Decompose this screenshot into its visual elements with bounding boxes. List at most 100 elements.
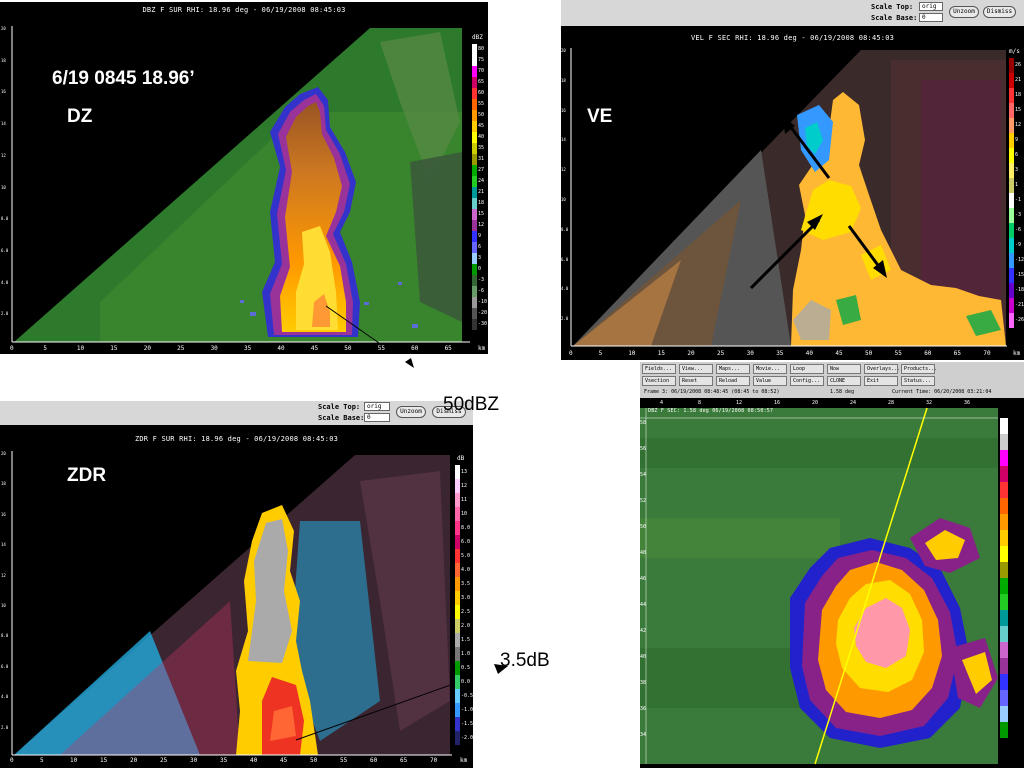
scale-entry: -2.0: [455, 731, 473, 745]
ppi-now-button[interactable]: Now: [827, 364, 861, 374]
scale-label: 0.5: [461, 665, 471, 671]
scale-swatch: [472, 275, 477, 286]
zdr-y-axis: 20 18 16 14 12 10 8.0 6.0 4.0 2.0: [1, 451, 12, 755]
y-tick-label: 16: [561, 107, 566, 113]
scale-entry: 60: [472, 88, 488, 99]
scale-swatch: [455, 577, 460, 591]
x-tick-label: 12: [736, 400, 743, 406]
x-tick-label: 16: [774, 400, 781, 406]
zdr-scale-top-field[interactable]: orig: [364, 402, 390, 411]
scale-label: 3.5: [461, 581, 471, 587]
scale-entry: -26: [1009, 313, 1024, 328]
y-tick-label: 48: [640, 550, 647, 556]
scale-swatch: [1000, 642, 1008, 658]
ppi-products-button[interactable]: Products...: [901, 364, 937, 374]
dz-rhi-image: [11, 26, 470, 354]
ppi-config-button[interactable]: Config...: [790, 376, 824, 386]
ppi-elevation-info: 1.58 deg: [830, 389, 855, 395]
scale-swatch: [472, 286, 477, 297]
ppi-view-button[interactable]: View...: [679, 364, 713, 374]
y-tick-label: 8.0: [1, 633, 9, 639]
scale-label: -3: [478, 277, 485, 283]
scale-entry: 3: [472, 253, 488, 264]
scale-entry: -3: [472, 275, 488, 286]
zdr-dismiss-button[interactable]: Dismiss: [432, 406, 466, 418]
scale-label: -21: [1015, 302, 1024, 308]
scale-entry: 6.0: [455, 535, 473, 549]
y-tick-label: 20: [561, 48, 566, 53]
y-tick-label: 14: [1, 542, 6, 548]
x-tick-label: 0: [10, 757, 14, 764]
scale-swatch: [472, 121, 477, 132]
ppi-movie-button[interactable]: Movie...: [753, 364, 787, 374]
scale-entry: 35: [472, 143, 488, 154]
scale-label: 5.0: [461, 553, 471, 559]
x-tick-label: 65: [444, 345, 452, 352]
ppi-maps-button[interactable]: Maps...: [716, 364, 750, 374]
scale-label: -30: [478, 321, 488, 327]
scale-swatch: [472, 297, 477, 308]
ppi-loop-button[interactable]: Loop: [790, 364, 824, 374]
scale-swatch: [1000, 466, 1008, 482]
zdr-scale-base-field[interactable]: 0: [364, 413, 390, 422]
x-tick-label: 4: [660, 400, 664, 406]
y-tick-label: 34: [640, 732, 647, 738]
x-tick-label: 35: [776, 350, 784, 357]
scale-swatch: [455, 507, 460, 521]
scale-swatch: [455, 549, 460, 563]
ve-rhi-image: [570, 48, 1007, 348]
ppi-overlays-button[interactable]: Overlays...: [864, 364, 900, 374]
zdr-color-scale: 13 12 11 10 8.0 6.0 5.0 4.0 3.5 3.0 2.5 2.0 1.5 1.0 0.…: [455, 465, 473, 745]
scale-label: -9: [1015, 242, 1022, 248]
y-tick-label: 14: [561, 137, 566, 143]
scale-swatch: [455, 731, 460, 745]
ppi-fields-button[interactable]: Fields...: [642, 364, 676, 374]
scale-label: -6: [478, 288, 485, 294]
x-tick-label: 25: [160, 757, 168, 764]
scale-entry: 18: [472, 198, 488, 209]
ve-unzoom-button[interactable]: Unzoom: [949, 6, 979, 18]
scale-label: 45: [478, 123, 485, 129]
y-tick-label: 54: [640, 472, 647, 478]
scale-entry: 15: [472, 209, 488, 220]
scale-swatch: [1009, 253, 1014, 268]
scale-entry: 31: [472, 154, 488, 165]
y-tick-label: 10: [1, 603, 6, 608]
x-tick-label: 60: [924, 350, 932, 357]
scale-swatch: [1009, 118, 1014, 133]
y-tick-label: 6.0: [561, 256, 569, 262]
scale-swatch: [1000, 514, 1008, 530]
scale-label: 12: [1015, 122, 1022, 128]
ppi-clone-button[interactable]: CLONE: [827, 376, 861, 386]
ve-scale-top-label: Scale Top:: [871, 3, 914, 11]
scale-swatch: [1009, 73, 1014, 88]
scale-swatch: [472, 44, 477, 55]
x-tick-label: 45: [280, 757, 288, 764]
scale-label: 1.0: [461, 651, 471, 657]
ppi-reset-button[interactable]: Reset: [679, 376, 713, 386]
scale-label: 11: [461, 497, 468, 503]
x-tick-label: 10: [628, 350, 636, 357]
ppi-reload-button[interactable]: Reload: [716, 376, 750, 386]
x-tick-label: 35: [220, 757, 228, 764]
ppi-status-button[interactable]: Status...: [901, 376, 935, 386]
scale-label: 31: [478, 156, 485, 162]
y-tick-label: 2.0: [1, 724, 9, 730]
scale-swatch: [1009, 58, 1014, 73]
annotation-50dbz: 50dBZ: [443, 394, 499, 415]
scale-swatch: [1009, 268, 1014, 283]
scale-swatch: [455, 535, 460, 549]
scale-entry: 27: [472, 165, 488, 176]
scale-label: 80: [478, 46, 485, 52]
scale-entry: 1: [1009, 178, 1024, 193]
ve-dismiss-button[interactable]: Dismiss: [983, 6, 1016, 18]
ppi-vsection-button[interactable]: Vsection: [642, 376, 676, 386]
scale-label: 12: [478, 222, 485, 228]
zdr-unzoom-button[interactable]: Unzoom: [396, 406, 426, 418]
ppi-value-button[interactable]: Value: [753, 376, 787, 386]
scale-swatch: [1009, 238, 1014, 253]
ppi-exit-button[interactable]: Exit: [864, 376, 898, 386]
x-tick-label: km: [460, 757, 468, 764]
ve-scale-top-field[interactable]: orig: [919, 2, 943, 11]
ve-scale-base-field[interactable]: 0: [919, 13, 943, 22]
